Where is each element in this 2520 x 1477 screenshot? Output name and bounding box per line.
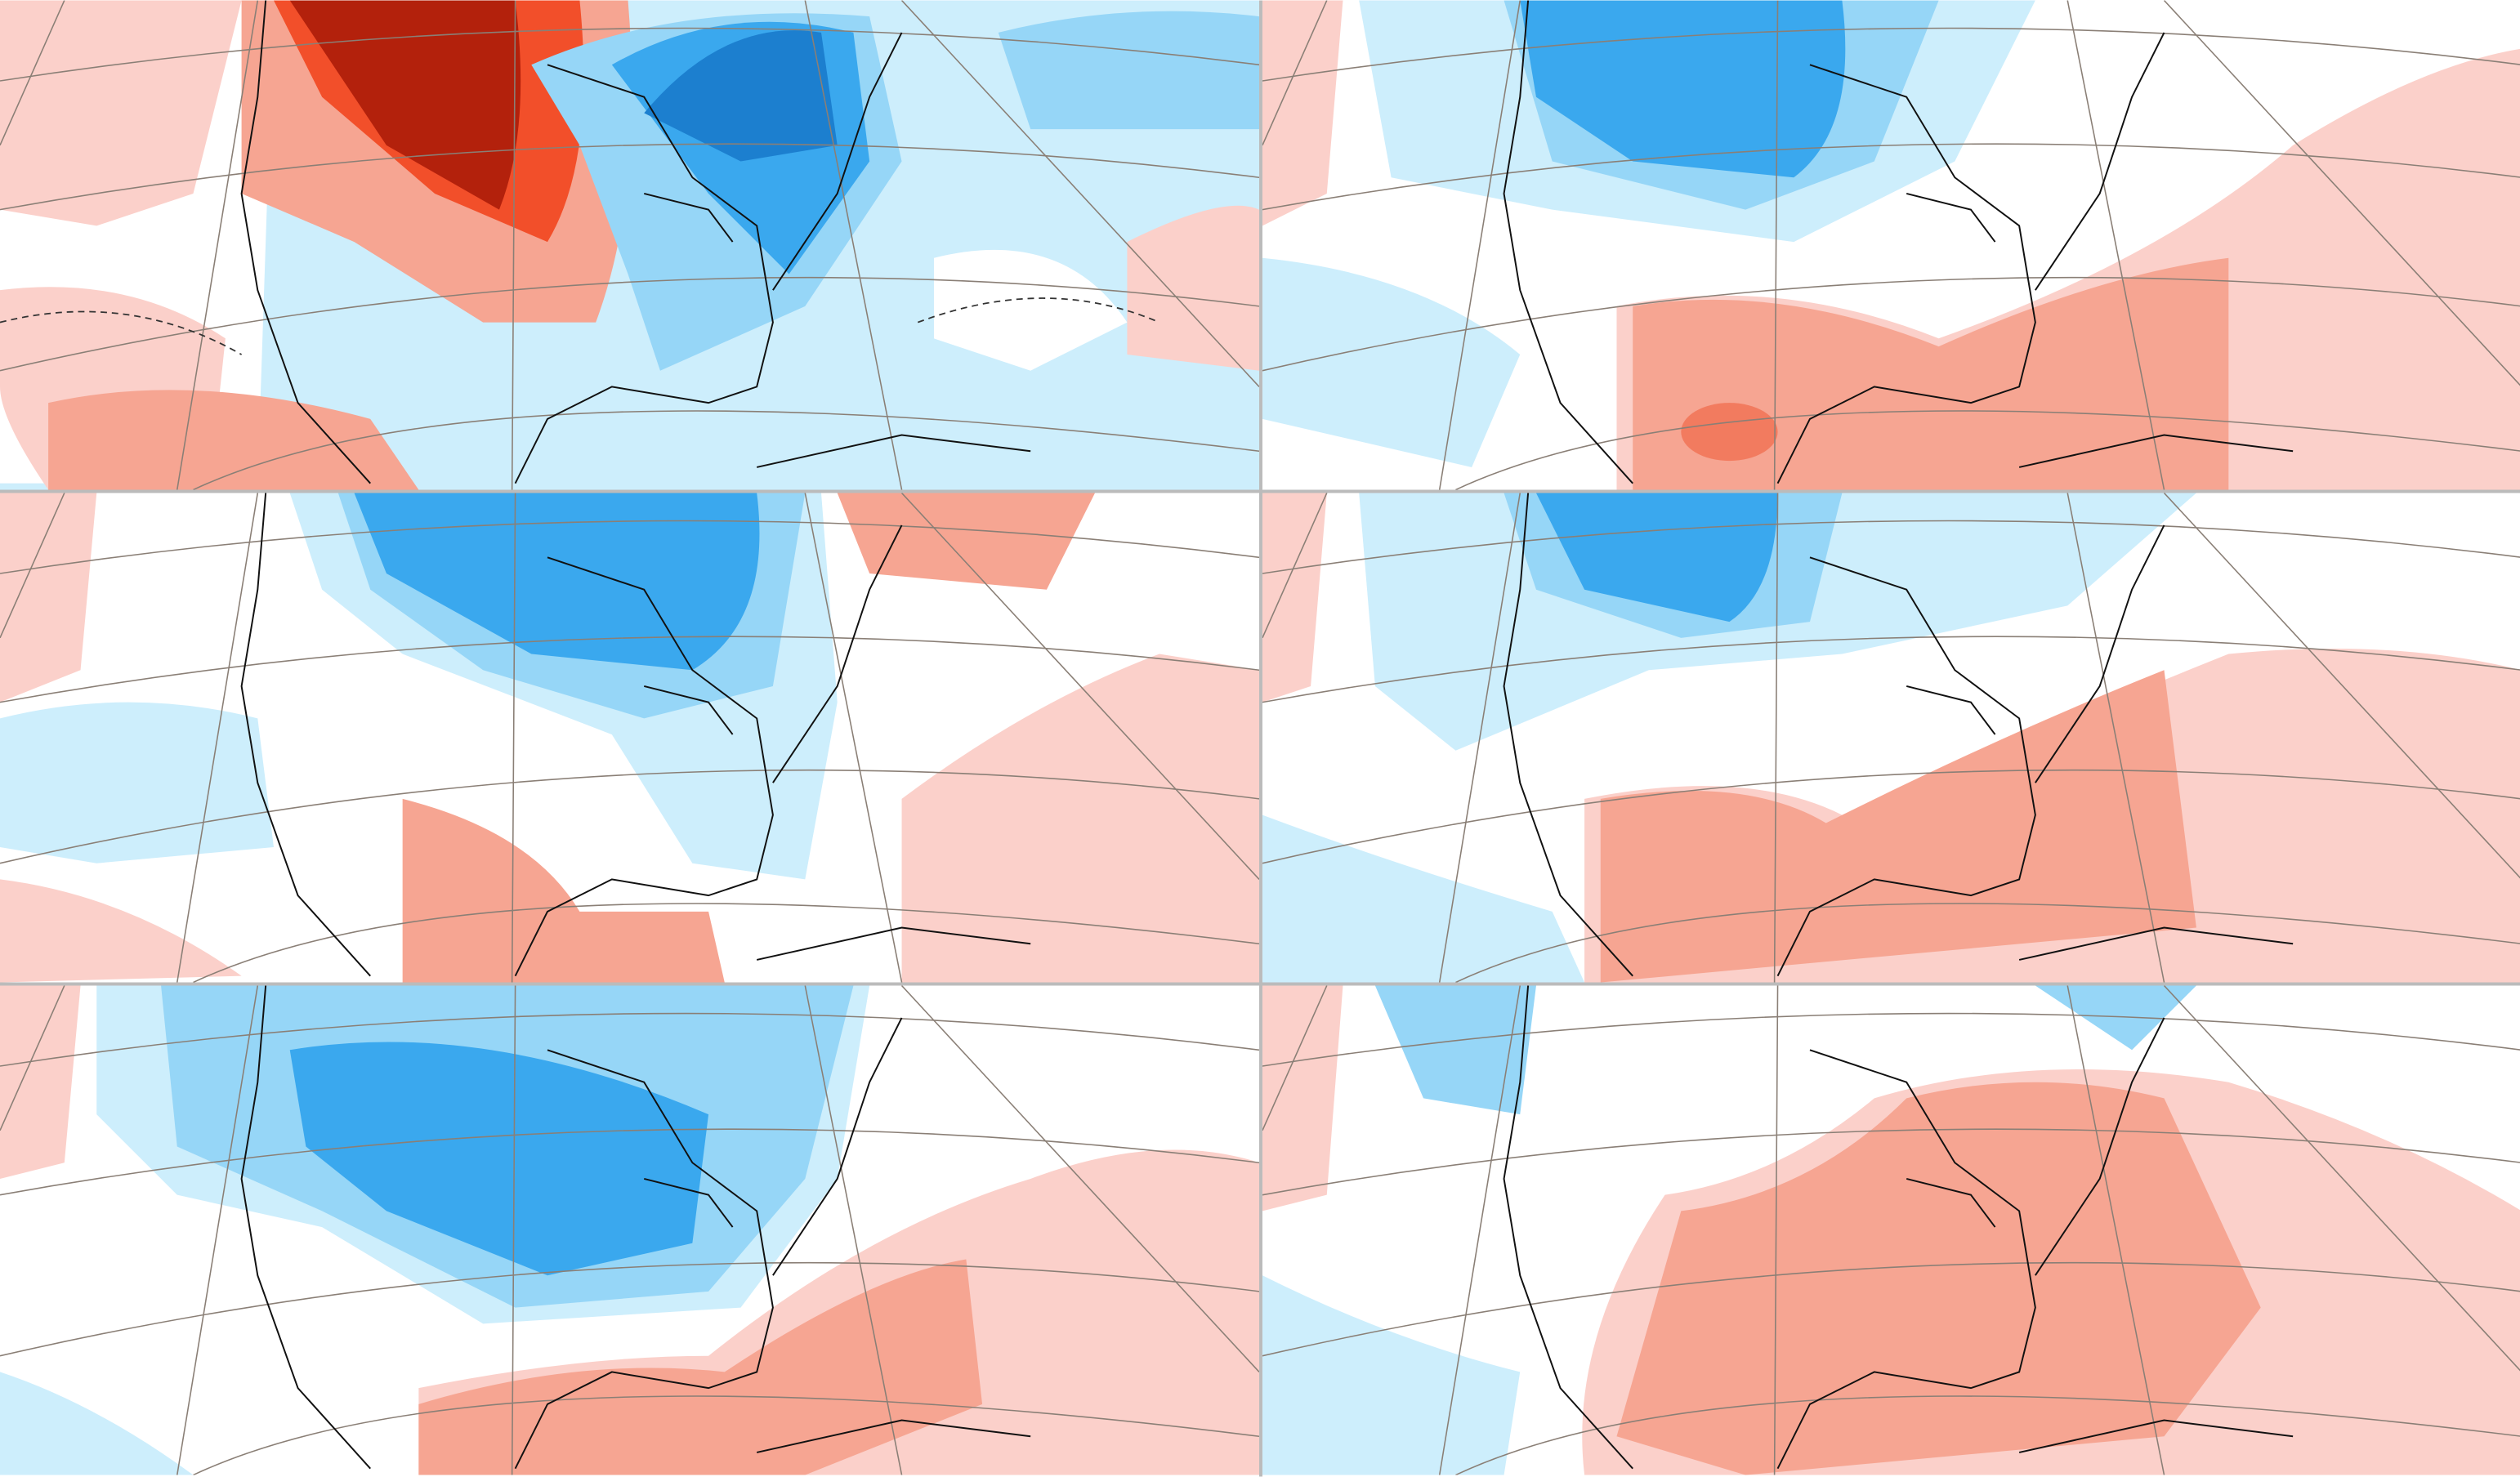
map-panel bbox=[0, 0, 1260, 490]
map-panel bbox=[1262, 493, 2520, 983]
map-panel bbox=[1262, 985, 2520, 1475]
map-panel bbox=[0, 985, 1260, 1475]
map-panel bbox=[1262, 0, 2520, 490]
map-panel bbox=[0, 493, 1260, 983]
